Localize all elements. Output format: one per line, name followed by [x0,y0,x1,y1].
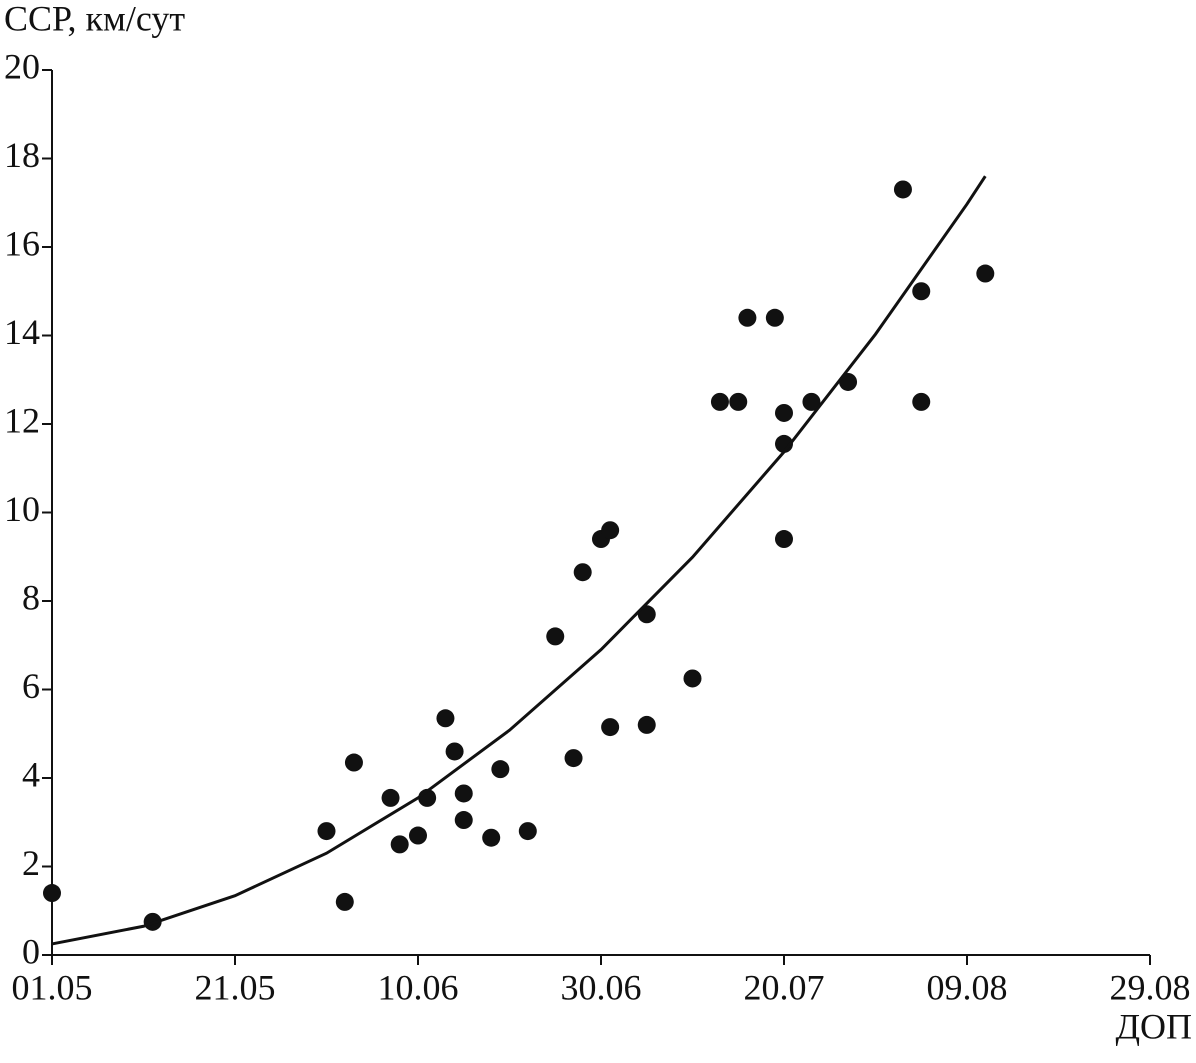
y-tick-label: 12 [4,400,40,440]
y-tick-label: 14 [4,312,40,352]
data-point [729,392,748,411]
data-point [445,742,464,761]
fit-curve [51,175,987,946]
y-tick-label: 0 [22,931,40,971]
data-point [43,884,61,903]
data-point [765,308,784,327]
data-point [601,718,620,737]
y-axis-label: ССР, км/сут [4,0,185,38]
data-point [912,282,931,301]
data-point [573,563,592,582]
x-tick-label: 01.05 [12,967,93,1007]
data-point [409,826,427,845]
data-point [775,530,793,549]
data-point [381,788,400,807]
data-point [454,784,473,803]
data-point [335,892,354,911]
x-tick-label: 30.06 [561,967,642,1007]
y-tick-label: 18 [4,135,40,175]
data-point [491,760,510,779]
data-point [317,822,336,841]
y-tick-label: 16 [4,223,40,263]
data-point [802,392,821,411]
data-point [912,392,931,411]
data-point [482,828,501,847]
data-point [683,669,702,688]
x-tick-label: 29.08 [1110,967,1191,1007]
data-point [454,811,473,830]
data-point [893,180,912,199]
y-tick-label: 6 [22,666,40,706]
x-tick-label: 21.05 [195,967,276,1007]
x-tick-label: 09.08 [927,967,1008,1007]
data-point [546,627,565,646]
data-point [436,709,455,728]
data-point [518,822,537,841]
x-tick-label: 20.07 [744,967,825,1007]
data-point [637,715,656,734]
data-point [344,753,363,772]
x-tick-label: 10.06 [378,967,459,1007]
y-tick-label: 8 [22,577,40,617]
x-axis-label: ДОП [1115,1006,1192,1046]
y-tick-label: 2 [22,843,40,883]
data-point [390,835,409,854]
data-point [601,521,620,540]
y-tick-label: 10 [4,489,40,529]
data-point [976,264,995,283]
y-tick-label: 20 [4,46,40,86]
y-tick-label: 4 [22,754,40,794]
data-point [564,749,583,768]
data-point [775,403,793,422]
data-point [738,308,757,327]
data-point [710,392,729,411]
